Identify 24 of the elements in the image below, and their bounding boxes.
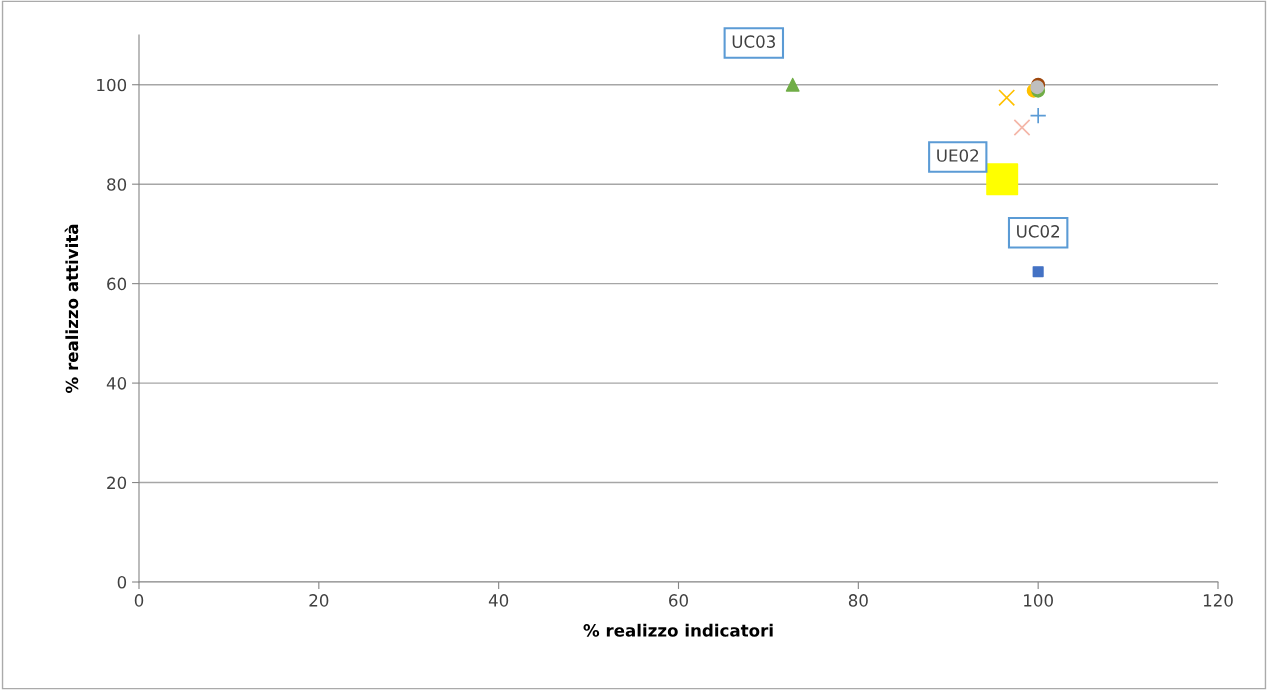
x-tick-label: 80 <box>848 594 868 607</box>
y-tick-label: 60 <box>107 277 127 291</box>
y-tick-label: 0 <box>117 575 127 589</box>
point <box>1029 107 1047 125</box>
annotation: UC03 <box>732 35 775 48</box>
x-tick-label: 40 <box>488 594 509 607</box>
point <box>1032 266 1044 278</box>
y-tick-label: 40 <box>106 377 127 390</box>
annotation: UE02 <box>937 149 979 162</box>
y-tick-label: 20 <box>107 476 127 490</box>
x-tick-label: 60 <box>669 594 688 607</box>
y-axis-title: % realizzo attività <box>64 224 79 393</box>
point <box>998 89 1016 107</box>
x-tick-label: 120 <box>1203 594 1233 607</box>
annotation: UC02 <box>1017 225 1060 238</box>
point <box>986 163 1019 196</box>
y-tick-label: 80 <box>107 178 127 191</box>
y-tick-label: 100 <box>97 78 127 92</box>
x-tick-label: 0 <box>134 594 144 607</box>
point <box>1013 119 1031 136</box>
x-tick-label: 20 <box>309 594 329 607</box>
x-tick-label: 100 <box>1024 594 1053 607</box>
x-axis-title: % realizzo indicatori <box>583 623 773 637</box>
point <box>785 77 800 92</box>
